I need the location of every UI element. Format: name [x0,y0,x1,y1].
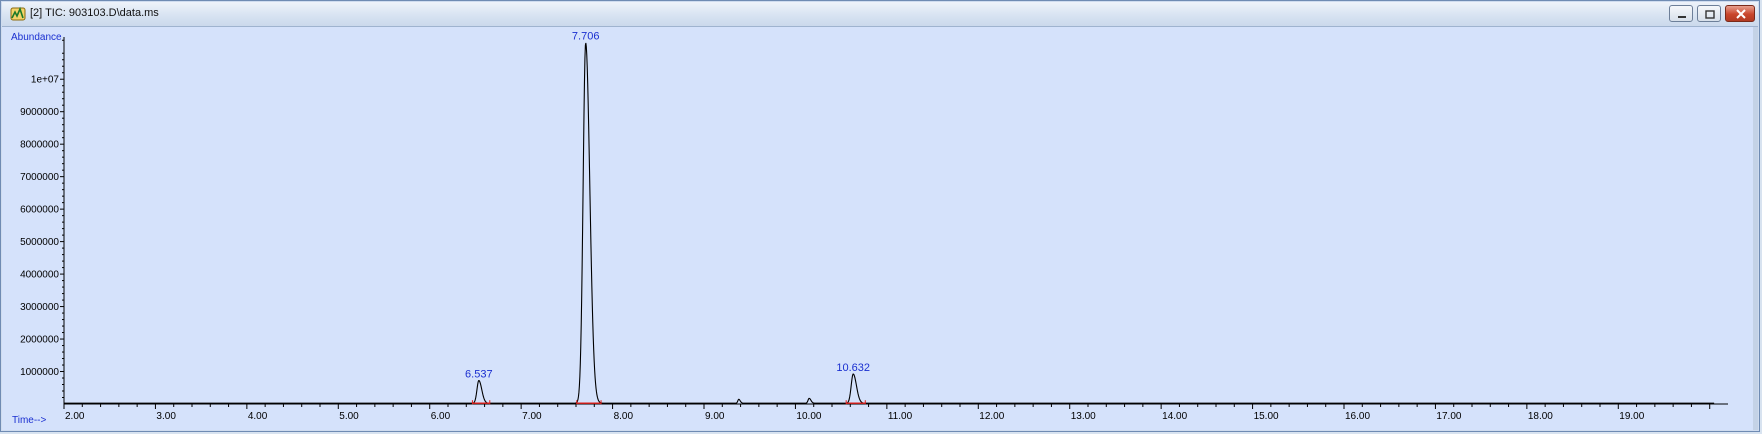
chromatogram-plot-area[interactable]: Abundance Time--> 1000000 2000000 3000000 400… [2,27,1758,430]
x-axis-label: Time--> [12,415,47,426]
minimize-icon [1678,16,1686,18]
x-tick-label: 8.00 [614,411,634,422]
y-tick-label: 2000000 [20,335,59,346]
x-tick-label: 10.00 [796,411,821,422]
restore-icon [1705,10,1715,19]
y-tick-label: 7000000 [20,172,59,183]
title-bar[interactable]: [2] TIC: 903103.D\data.ms [2,2,1758,27]
x-tick-label: 13.00 [1071,411,1096,422]
x-tick-label: 6.00 [431,411,451,422]
peak-label-10.632[interactable]: 10.632 [836,362,870,374]
y-tick-label: 1e+07 [31,75,60,86]
x-tick-label: 15.00 [1254,411,1279,422]
restore-button[interactable] [1697,5,1721,22]
x-tick-label: 5.00 [339,411,359,422]
y-tick-label: 8000000 [20,140,59,151]
close-button[interactable] [1725,5,1755,22]
y-tick-label: 5000000 [20,237,59,248]
x-tick-label: 7.00 [522,411,542,422]
peak-label-6.537[interactable]: 6.537 [465,368,493,380]
x-tick-label: 12.00 [979,411,1004,422]
y-tick-label: 9000000 [20,107,59,118]
x-tick-label: 14.00 [1162,411,1187,422]
y-tick-label: 4000000 [20,270,59,281]
right-edge [1753,27,1758,430]
y-tick-label: 6000000 [20,205,59,216]
y-tick-label: 1000000 [20,367,59,378]
tic-chromatogram-chart[interactable]: Abundance Time--> 1000000 2000000 3000000 400… [2,27,1758,430]
x-tick-label: 11.00 [888,411,913,422]
x-tick-label: 9.00 [705,411,725,422]
close-icon [1736,9,1746,19]
x-tick-label: 19.00 [1619,411,1644,422]
window-title: [2] TIC: 903103.D\data.ms [30,7,159,19]
x-tick-label: 3.00 [156,411,176,422]
peak-label-7.706[interactable]: 7.706 [572,30,600,42]
x-tick-label: 2.00 [65,411,85,422]
x-tick-label: 18.00 [1528,411,1553,422]
x-tick-label: 4.00 [248,411,268,422]
y-axis-label: Abundance [11,32,62,43]
minimize-button[interactable] [1669,5,1693,22]
x-tick-label: 16.00 [1345,411,1370,422]
chromatogram-app-icon [10,6,26,21]
y-tick-label: 3000000 [20,302,59,313]
x-tick-label: 17.00 [1436,411,1461,422]
tic-trace [64,42,1715,404]
